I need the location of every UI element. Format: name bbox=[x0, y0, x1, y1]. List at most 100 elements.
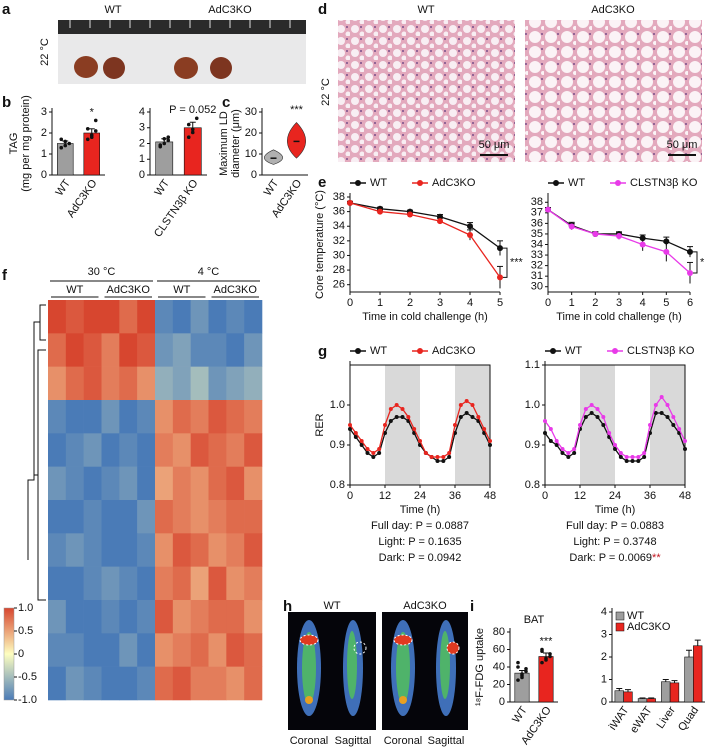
heatmap-cell bbox=[226, 633, 245, 667]
data-point bbox=[560, 447, 565, 451]
legend-marker bbox=[550, 348, 556, 354]
heatmap-cell bbox=[172, 666, 191, 701]
heatmap-cell bbox=[65, 633, 84, 667]
data-point bbox=[407, 211, 413, 218]
panel-label: f bbox=[2, 267, 8, 284]
data-point bbox=[388, 419, 393, 423]
y-tick-label: 2 bbox=[139, 137, 145, 149]
series-line bbox=[349, 202, 501, 278]
heatmap-cell bbox=[208, 300, 227, 334]
data-point bbox=[630, 459, 635, 463]
heatmap-cell bbox=[190, 566, 209, 601]
x-tick-label: WT bbox=[510, 704, 530, 725]
x-tick-label: 1 bbox=[377, 297, 383, 309]
x-tick-label: 0 bbox=[347, 490, 353, 502]
series-line bbox=[547, 209, 691, 253]
heatmap-cell bbox=[65, 500, 84, 534]
y-tick-label: 26 bbox=[333, 279, 345, 291]
heatmap-cell bbox=[244, 566, 263, 601]
heatmap-cell bbox=[137, 633, 156, 667]
data-point bbox=[464, 399, 469, 403]
y-tick-label: 37 bbox=[531, 207, 543, 219]
heatmap-cell bbox=[83, 533, 102, 567]
histology-label: AdC3KO bbox=[591, 4, 635, 16]
heatmap-cell bbox=[137, 366, 156, 401]
x-tick-label: 4 bbox=[640, 297, 646, 309]
heatmap-cell bbox=[101, 333, 120, 367]
heatmap-cell bbox=[48, 466, 67, 501]
heatmap-cell bbox=[190, 633, 209, 667]
data-point bbox=[540, 660, 544, 665]
heatmap-cell bbox=[137, 433, 156, 467]
data-point bbox=[406, 415, 411, 419]
bar bbox=[155, 141, 174, 176]
data-point bbox=[63, 143, 68, 148]
y-axis-label: ¹⁸F-FDG uptake bbox=[474, 628, 486, 706]
data-point bbox=[458, 415, 463, 419]
data-point bbox=[497, 245, 503, 252]
bar bbox=[623, 691, 633, 703]
heatmap-cell bbox=[190, 400, 209, 434]
heatmap-cell bbox=[119, 400, 138, 434]
data-point bbox=[687, 248, 693, 255]
legend-marker bbox=[355, 180, 361, 186]
heatmap-cell bbox=[48, 666, 67, 701]
heatmap-cell bbox=[208, 333, 227, 367]
heatmap-cell bbox=[226, 533, 245, 567]
heatmap-cell bbox=[172, 400, 191, 434]
data-point bbox=[359, 443, 364, 447]
heatmap-cell bbox=[226, 566, 245, 601]
data-point bbox=[429, 455, 434, 459]
y-axis-label: (mg per mg protein) bbox=[20, 95, 32, 192]
y-tick-label: 30 bbox=[245, 106, 257, 118]
data-point bbox=[482, 427, 487, 431]
dark-period bbox=[385, 365, 420, 485]
y-tick-label: 60 bbox=[493, 643, 505, 655]
y-tick-label: 32 bbox=[333, 235, 345, 247]
data-point bbox=[488, 443, 492, 447]
heatmap-cell bbox=[119, 533, 138, 567]
violin bbox=[264, 149, 283, 165]
data-point bbox=[423, 451, 428, 455]
group-label: WT bbox=[66, 284, 83, 296]
colorbar-label: 1.0 bbox=[18, 602, 33, 614]
data-point bbox=[642, 455, 647, 459]
bar bbox=[684, 656, 694, 703]
data-point bbox=[671, 423, 676, 427]
data-point bbox=[67, 141, 72, 146]
heatmap-cell bbox=[65, 533, 84, 567]
temperature-label: 22 °C bbox=[39, 38, 51, 66]
heatmap-cell bbox=[48, 300, 67, 334]
legend-marker bbox=[615, 180, 621, 186]
data-point bbox=[540, 649, 544, 654]
heatmap-cell bbox=[226, 400, 245, 434]
heatmap-cell bbox=[226, 433, 245, 467]
heatmap-cell bbox=[244, 400, 263, 434]
dark-period bbox=[580, 365, 615, 485]
data-point bbox=[601, 423, 606, 427]
group-label: AdC3KO bbox=[214, 284, 258, 296]
data-point bbox=[348, 423, 352, 427]
heatmap-cell bbox=[83, 333, 102, 367]
x-tick-label: 36 bbox=[644, 490, 656, 502]
heatmap-cell bbox=[172, 533, 191, 567]
y-tick-label: 0 bbox=[601, 696, 607, 708]
data-point bbox=[544, 658, 548, 662]
x-tick-label: 5 bbox=[497, 297, 503, 309]
heatmap-cell bbox=[190, 366, 209, 401]
legend-label: WT bbox=[565, 345, 582, 357]
data-point bbox=[516, 660, 520, 665]
annotation: * bbox=[90, 106, 95, 118]
data-point bbox=[601, 415, 606, 419]
colorbar-label: -0.5 bbox=[18, 671, 37, 683]
heatmap-cell bbox=[208, 366, 227, 401]
heatmap-cell bbox=[101, 666, 120, 701]
x-tick-label: 4 bbox=[467, 297, 473, 309]
bar bbox=[661, 681, 671, 703]
y-tick-label: 3 bbox=[601, 628, 607, 640]
heatmap-cell bbox=[83, 400, 102, 434]
y-tick-label: 3 bbox=[139, 122, 145, 134]
x-tick-label: Liver bbox=[654, 704, 678, 731]
heatmap-cell bbox=[226, 500, 245, 534]
